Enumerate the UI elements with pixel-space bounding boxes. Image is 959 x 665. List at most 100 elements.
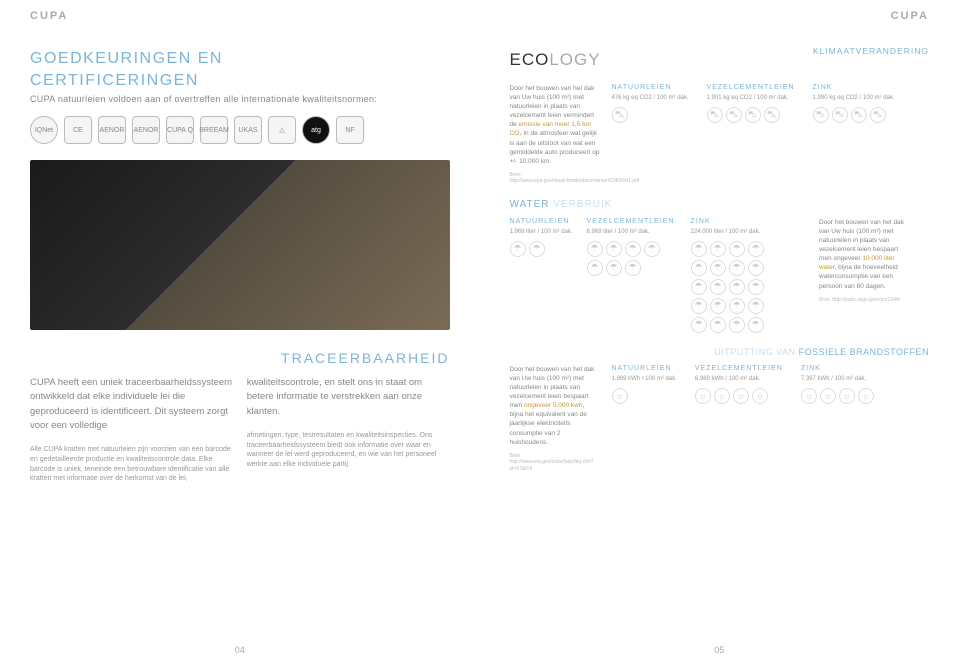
data-column: VEZELCEMENTLEIEN1.901 kg eq CO2 / 100 m²… <box>707 84 795 123</box>
unit-icon: ☂ <box>691 298 707 314</box>
data-column: ZINK7.397 kWh / 100 m² dak.☼☼☼☼ <box>801 365 874 404</box>
data-column: NATUURLEIEN 476 kg eq CO2 / 100 m² dak. ⛍ <box>612 84 689 123</box>
water-section: WATER VERBRUIK NATUURLEIEN 1.969 liter / … <box>510 199 930 333</box>
cert-badge: AENOR <box>98 116 126 144</box>
column-head: VEZELCEMENTLEIEN <box>587 218 677 225</box>
data-column: VEZELCEMENTLEIEN 6.969 kWh / 100 m² dak. ☼… <box>695 365 783 404</box>
column-value: 476 kg eq CO2 / 100 m² dak. <box>612 95 689 101</box>
brand-logo: CUPA <box>891 10 929 22</box>
water-title-strong: WATER <box>510 199 550 210</box>
data-column: NATUURLEIEN 1.969 liter / 100 m² dak. ☂☂ <box>510 218 573 257</box>
cert-badge: CUPA Q <box>166 116 194 144</box>
unit-icon: ☂ <box>587 241 603 257</box>
cert-badge: UKAS <box>234 116 262 144</box>
unit-icon: ☂ <box>710 241 726 257</box>
unit-icon: ☼ <box>733 388 749 404</box>
unit-icon: ☂ <box>691 260 707 276</box>
unit-icon: ☼ <box>695 388 711 404</box>
column-value: 1.969 liter / 100 m² dak. <box>510 229 573 235</box>
cert-badge: atg <box>302 116 330 144</box>
column-value: 1.969 kWh / 100 m² dak. <box>612 376 677 382</box>
column-value: 224.000 liter / 100 m² dak. <box>691 229 781 235</box>
column-value: 6.969 kWh / 100 m² dak. <box>695 376 783 382</box>
unit-icon: ☂ <box>510 241 526 257</box>
column-head: NATUURLEIEN <box>510 218 573 225</box>
unit-icon: ☂ <box>748 241 764 257</box>
data-column: NATUURLEIEN1.969 kWh / 100 m² dak.☼ <box>612 365 677 404</box>
unit-icon: ☂ <box>606 260 622 276</box>
unit-icon: ☂ <box>587 260 603 276</box>
column-head: NATUURLEIEN <box>612 84 689 91</box>
cert-badge: △ <box>268 116 296 144</box>
water-title-light: VERBRUIK <box>553 199 612 210</box>
cert-badge: BREEAM <box>200 116 228 144</box>
unit-icon: ☂ <box>691 279 707 295</box>
unit-icon: ⛍ <box>813 107 829 123</box>
unit-icon: ☼ <box>839 388 855 404</box>
unit-icon: ⛍ <box>726 107 742 123</box>
cert-badge: IQNet <box>30 116 58 144</box>
cert-badge: NF <box>336 116 364 144</box>
fossiel-section: UITPUTTING VAN FOSSIELE BRANDSTOFFEN Doo… <box>510 347 930 472</box>
left-heading-2: CERTIFICERINGEN <box>30 72 450 90</box>
left-page: CUPA GOEDKEURINGEN EN CERTIFICERINGEN CU… <box>0 0 480 665</box>
ecology-light: LOGY <box>549 50 600 69</box>
fossiel-desc-gold: ongeveer 5.000 kwh <box>524 402 583 409</box>
icon-group: ☂☂☂☂☂☂☂ <box>587 241 677 276</box>
unit-icon: ⛍ <box>612 107 628 123</box>
unit-icon: ☂ <box>644 241 660 257</box>
unit-icon: ⛍ <box>870 107 886 123</box>
icon-group: ☂☂☂☂☂☂☂☂☂☂☂☂☂☂☂☂☂☂☂☂ <box>691 241 781 333</box>
column-value: 7.397 kWh / 100 m² dak. <box>801 376 874 382</box>
unit-icon: ☂ <box>729 317 745 333</box>
unit-icon: ☂ <box>691 241 707 257</box>
unit-icon: ⛍ <box>745 107 761 123</box>
data-column: ZINK 1.990 kg eq CO2 / 100 m² dak. ⛍⛍⛍⛍ <box>813 84 895 123</box>
column-head: VEZELCEMENTLEIEN <box>695 365 783 372</box>
trace-intro-2: kwaliteitscontrole, en stelt ons in staa… <box>247 376 450 419</box>
left-subtitle: CUPA natuurleien voldoen aan of overtref… <box>30 94 450 104</box>
unit-icon: ☂ <box>748 298 764 314</box>
unit-icon: ☂ <box>748 279 764 295</box>
unit-icon: ☂ <box>710 260 726 276</box>
cert-badge-row: IQNetCEAENORAENORCUPA QBREEAMUKAS△atgNF <box>30 116 450 144</box>
unit-icon: ☼ <box>752 388 768 404</box>
unit-icon: ⛍ <box>851 107 867 123</box>
column-head: ZINK <box>801 365 874 372</box>
water-title: WATER VERBRUIK <box>510 199 930 210</box>
icon-group: ⛍⛍⛍⛍ <box>707 107 795 123</box>
icon-group: ☂☂ <box>510 241 573 257</box>
icon-group: ⛍⛍⛍⛍ <box>813 107 895 123</box>
column-head: ZINK <box>813 84 895 91</box>
unit-icon: ☼ <box>714 388 730 404</box>
klimaat-source: Bron: http://www.epa.gov/otaq/climate/do… <box>510 172 600 185</box>
unit-icon: ☼ <box>801 388 817 404</box>
unit-icon: ☼ <box>858 388 874 404</box>
water-source: Bron: http://pubs.usgs.gov/circ/1344/ <box>819 297 929 304</box>
ecology-dark: ECO <box>510 50 550 69</box>
unit-icon: ☼ <box>820 388 836 404</box>
unit-icon: ☂ <box>691 317 707 333</box>
icon-group: ☼ <box>612 388 677 404</box>
column-head: ZINK <box>691 218 781 225</box>
trace-small-2: afmetingen, type, testresultaten en kwal… <box>247 431 450 470</box>
column-value: 1.990 kg eq CO2 / 100 m² dak. <box>813 95 895 101</box>
trace-small-1: Alle CUPA kratten met natuurleien zijn v… <box>30 445 233 484</box>
unit-icon: ⛍ <box>707 107 723 123</box>
fossiel-title-strong: FOSSIELE BRANDSTOFFEN <box>799 347 929 357</box>
column-value: 1.901 kg eq CO2 / 100 m² dak. <box>707 95 795 101</box>
klimaat-desc: Door het bouwen van het dak van Uw huis … <box>510 84 600 166</box>
unit-icon: ☂ <box>625 260 641 276</box>
unit-icon: ☼ <box>612 388 628 404</box>
klimaat-section: Door het bouwen van het dak van Uw huis … <box>510 84 930 185</box>
fossiel-title-light: UITPUTTING VAN <box>714 347 798 357</box>
unit-icon: ☂ <box>625 241 641 257</box>
klimaat-corner-label: KLIMAATVERANDERING <box>813 46 929 56</box>
klimaat-desc-post: in de atmosfeer wat gelijk is aan de uit… <box>510 130 600 164</box>
unit-icon: ☂ <box>710 298 726 314</box>
unit-icon: ☂ <box>729 298 745 314</box>
unit-icon: ☂ <box>729 279 745 295</box>
unit-icon: ☂ <box>748 317 764 333</box>
icon-group: ☼☼☼☼ <box>801 388 874 404</box>
unit-icon: ☂ <box>710 279 726 295</box>
